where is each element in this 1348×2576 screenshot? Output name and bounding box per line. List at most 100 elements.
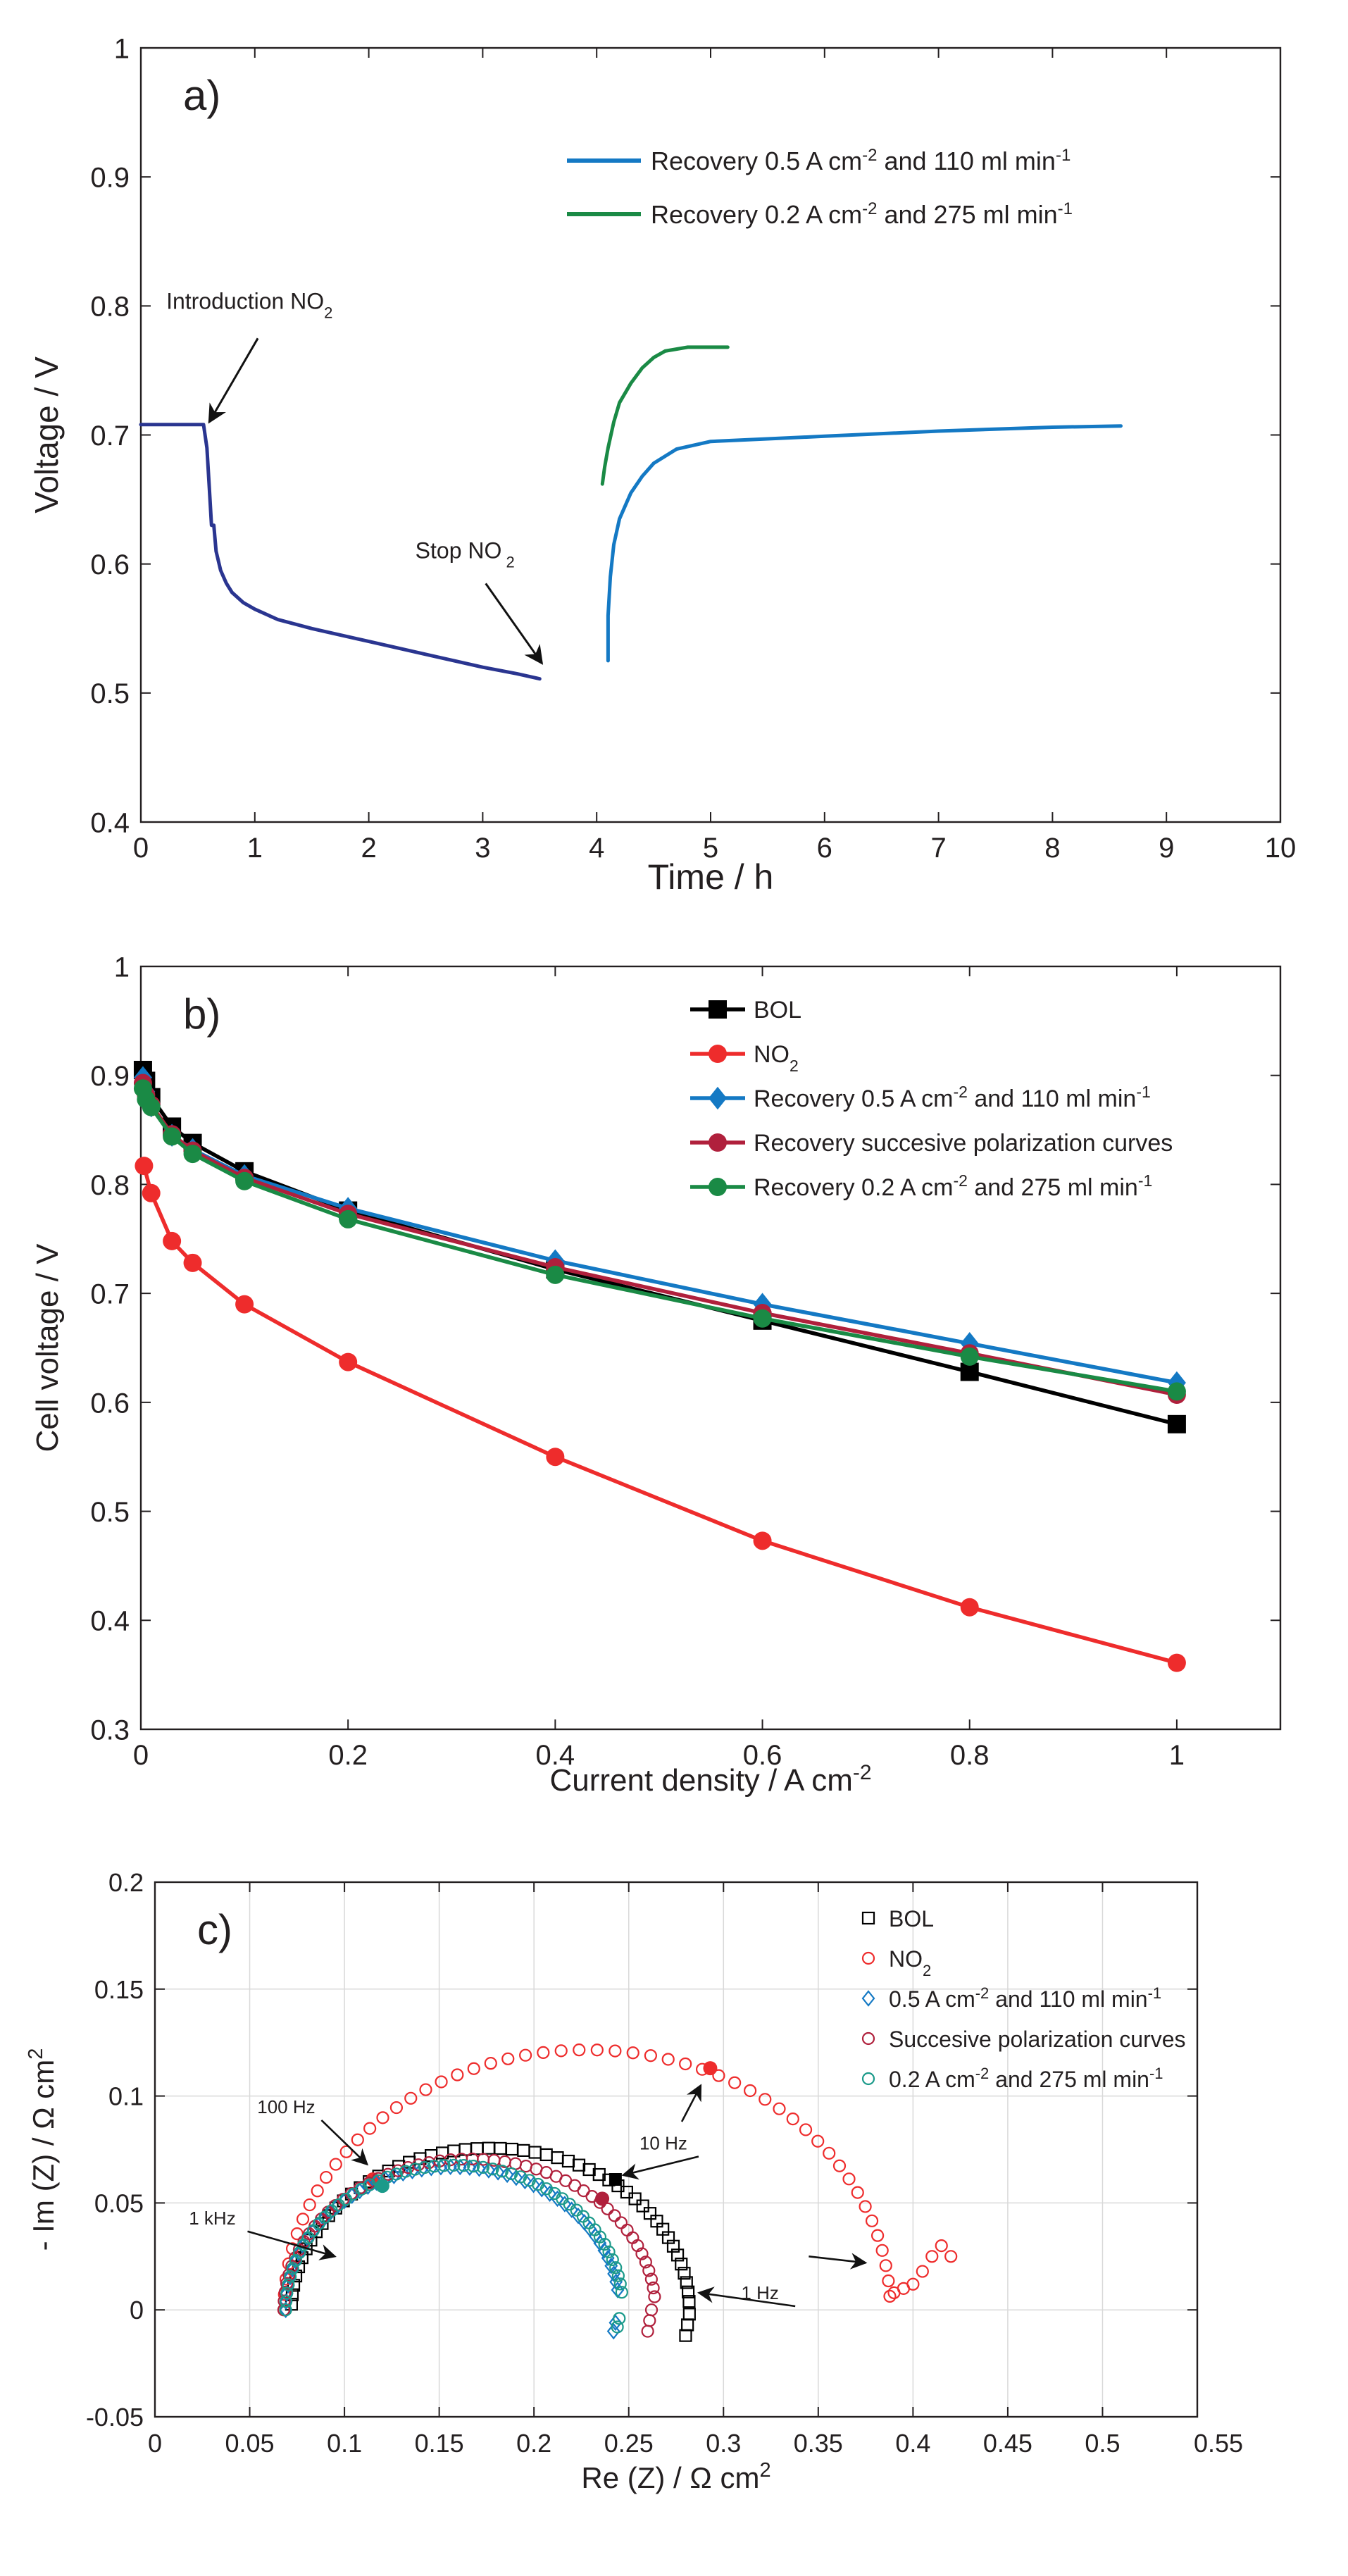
legend-label-3-part-0: Succesive polarization curves — [889, 2027, 1186, 2052]
series-0-point-52 — [682, 2295, 696, 2308]
series-3-point-4 — [282, 2268, 296, 2282]
series-4-point-26 — [437, 2159, 451, 2172]
series-4-point-51 — [613, 2277, 627, 2291]
y-tick-label-0: 0.3 — [90, 1715, 130, 1746]
legend-label-4: 0.2 A cm-2 and 275 ml min-1 — [889, 2065, 1163, 2093]
annotation-label-1-part-0: Stop NO — [416, 537, 502, 563]
series-1-point-4 — [235, 1295, 254, 1314]
legend-label-2-part-4: -1 — [1148, 1984, 1162, 2002]
y-tick-label-2: 0.5 — [90, 1497, 130, 1528]
x-axis-label: Current density / A cm-2 — [549, 1761, 871, 1798]
series-1-point-24 — [537, 2046, 550, 2059]
series-0-point-47 — [670, 2248, 685, 2262]
series-1-point-43 — [832, 2159, 847, 2172]
legend-label-2-part-0: 0.5 A cm — [889, 1986, 975, 2012]
series-line-2 — [600, 345, 730, 486]
series-4-point-34 — [514, 2170, 528, 2184]
series-1-point-0 — [135, 1157, 154, 1176]
series-2-point-50 — [607, 2265, 621, 2282]
x-tick-label-2: 0.1 — [327, 2429, 362, 2458]
series-1-point-52 — [883, 2289, 897, 2303]
series-1-point-9 — [319, 2170, 333, 2184]
x-axis-label: Re (Z) / Ω cm2 — [581, 2459, 770, 2494]
legend-label-2: 0.5 A cm-2 and 110 ml min-1 — [889, 1984, 1161, 2012]
series-0-point-50 — [680, 2276, 693, 2289]
series-1-point-2 — [163, 1231, 182, 1250]
legend-marker-2 — [861, 1990, 875, 2007]
y-tick-label-1: 0 — [130, 2296, 144, 2325]
series-4-point-24 — [418, 2160, 432, 2174]
series-4-point-33 — [505, 2167, 518, 2181]
series-2-point-36 — [527, 2176, 540, 2194]
series-1-point-16 — [404, 2091, 418, 2105]
x-tick-label-5: 0.25 — [604, 2429, 654, 2458]
series-2-point-49 — [604, 2257, 618, 2275]
x-tick-label-10: 0.5 — [1085, 2429, 1120, 2458]
legend-label-4-part-3: and 275 ml min — [968, 1174, 1138, 1201]
series-1-point-36 — [744, 2084, 757, 2098]
y-tick-label-5: 0.9 — [90, 163, 130, 194]
x-axis-label-part-1: 2 — [759, 2459, 770, 2482]
series-3-point-49 — [642, 2264, 656, 2277]
y-tick-label-4: 0.15 — [94, 1975, 144, 2004]
legend-label-1-part-2: and 275 ml min — [877, 200, 1057, 229]
series-4-point-21 — [389, 2167, 403, 2181]
legend-marker-4 — [709, 1178, 727, 1196]
series-1-point-56 — [916, 2265, 929, 2278]
series-1-point-6 — [296, 2213, 310, 2226]
series-4-point-5 — [235, 1171, 254, 1190]
y-tick-label-2: 0.05 — [94, 2189, 144, 2217]
annotation-arrow-2 — [621, 2155, 699, 2180]
series-1-point-28 — [609, 2044, 622, 2058]
series-4-point-4 — [183, 1145, 202, 1164]
annotation-label-0-part-0: Introduction NO — [166, 288, 324, 313]
series-4-point-28 — [457, 2159, 470, 2172]
series-4-point-6 — [339, 1209, 358, 1228]
series-1-point-59 — [944, 2250, 958, 2263]
series-1-point-44 — [842, 2172, 856, 2186]
series-3-point-52 — [648, 2290, 661, 2303]
x-tick-label-3: 0.15 — [415, 2429, 464, 2458]
series-1-point-19 — [451, 2068, 464, 2082]
series-1-point-25 — [554, 2044, 568, 2058]
y-axis-label-group: Cell voltage / V — [30, 1243, 65, 1452]
annotation-label-0-part-1: 2 — [324, 304, 332, 321]
x-tick-label-2: 2 — [361, 833, 376, 864]
annotation-label-3: 1 Hz — [741, 2282, 778, 2303]
legend-label-4-part-2: -2 — [975, 2065, 990, 2082]
legend-label-2-part-4: -1 — [1136, 1083, 1150, 1101]
y-axis-label: Cell voltage / V — [30, 1243, 65, 1452]
legend-label-4-part-0: Recovery 0.2 A cm — [754, 1174, 953, 1201]
series-1-point-47 — [865, 2214, 879, 2227]
series-line-2 — [141, 1077, 1178, 1385]
series-1-point-9 — [1167, 1653, 1186, 1672]
series-4-point-6 — [289, 2253, 303, 2267]
series-4-point-52 — [615, 2286, 628, 2299]
y-tick-label-6: 0.9 — [90, 1061, 130, 1092]
panel-label: b) — [183, 990, 220, 1038]
annotation-arrow-0 — [320, 2119, 369, 2166]
series-1-point-50 — [879, 2259, 892, 2272]
series-0-point-39 — [620, 2185, 633, 2199]
series-1-point-7 — [753, 1531, 772, 1550]
series-4-point-7 — [546, 1265, 565, 1284]
x-tick-label-5: 5 — [703, 833, 718, 864]
series-2-point-25 — [424, 2160, 438, 2177]
series-2-point-51 — [609, 2273, 623, 2291]
series-1-point-42 — [823, 2146, 836, 2160]
series-1-point-37 — [759, 2093, 772, 2106]
x-tick-label-5: 1 — [1169, 1740, 1185, 1771]
x-axis-label-part-1: -2 — [853, 1761, 872, 1784]
panel-label: a) — [183, 72, 220, 119]
x-tick-label-8: 0.4 — [895, 2429, 930, 2458]
series-4-point-29 — [467, 2160, 480, 2173]
legend-label-1-part-3: -1 — [1058, 199, 1073, 218]
series-1-point-22 — [501, 2052, 515, 2065]
series-3-point-54 — [643, 2314, 656, 2327]
y-axis-label-part-0: - Im (Z) / Ω cm — [27, 2060, 60, 2251]
series-1-point-41 — [811, 2134, 825, 2148]
plot-frame — [154, 1881, 1199, 2418]
series-4-point-25 — [428, 2160, 441, 2173]
series-1-point-35 — [728, 2076, 742, 2089]
y-axis-label-group: - Im (Z) / Ω cm2 — [25, 2048, 60, 2251]
